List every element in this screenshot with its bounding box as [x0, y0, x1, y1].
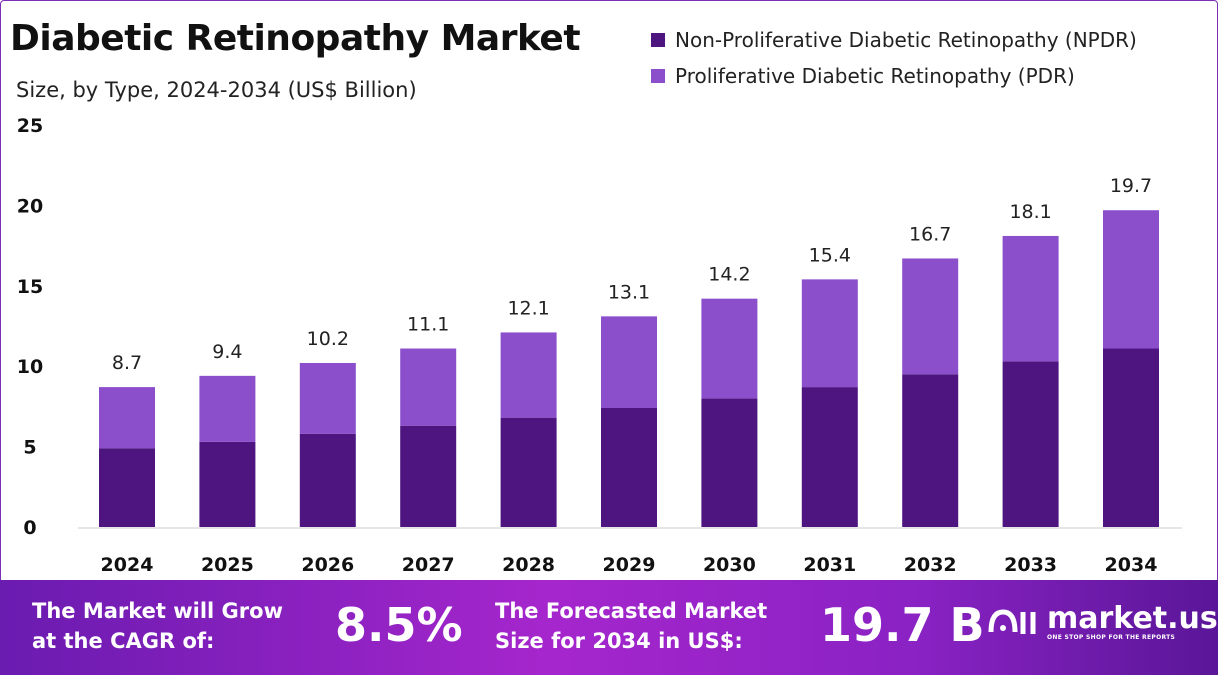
cagr-label: The Market will Grow at the CAGR of:: [32, 596, 283, 656]
bar-segment-npdr: [199, 441, 256, 527]
bar-segment-npdr: [601, 408, 657, 527]
bar-total-label: 13.1: [608, 281, 650, 303]
bar-segment-npdr: [1002, 361, 1059, 527]
bar-segment-pdr: [199, 375, 256, 442]
x-tick-label: 2026: [301, 554, 354, 576]
bar-total-label: 15.4: [809, 244, 851, 266]
x-tick-label: 2031: [803, 554, 856, 576]
forecast-label-line2: Size for 2034 in US$:: [495, 629, 743, 653]
cagr-value: 8.5%: [335, 598, 463, 652]
bar-segment-pdr: [500, 332, 557, 418]
page-title: Diabetic Retinopathy Market: [10, 18, 581, 59]
legend-item-pdr: Proliferative Diabetic Retinopathy (PDR): [651, 58, 1137, 94]
bar-total-label: 11.1: [407, 314, 449, 336]
cagr-label-line2: at the CAGR of:: [32, 629, 215, 653]
chart-subtitle: Size, by Type, 2024-2034 (US$ Billion): [16, 78, 417, 102]
bar-total-label: 10.2: [307, 328, 349, 350]
bar-segment-npdr: [99, 448, 155, 527]
y-tick-label: 5: [23, 437, 36, 459]
bar-segment-npdr: [400, 425, 457, 527]
market-us-logo: market.us ONE STOP SHOP FOR THE REPORTS: [985, 602, 1218, 642]
bar-segment-npdr: [902, 374, 959, 527]
bar-segment-npdr: [701, 398, 758, 527]
bar-segment-npdr: [500, 417, 557, 527]
x-tick-label: 2024: [101, 554, 154, 576]
bar-total-label: 14.2: [708, 264, 750, 286]
bar-segment-npdr: [1103, 348, 1159, 527]
bar-chart: 05101520258.720249.4202510.2202611.12027…: [17, 115, 1182, 576]
y-tick-label: 15: [17, 276, 43, 298]
x-tick-label: 2033: [1004, 554, 1057, 576]
legend-label-pdr: Proliferative Diabetic Retinopathy (PDR): [675, 64, 1075, 88]
x-tick-label: 2030: [703, 554, 756, 576]
bar-segment-pdr: [1103, 210, 1159, 349]
x-tick-label: 2025: [201, 554, 254, 576]
bar-segment-pdr: [400, 348, 457, 426]
x-tick-label: 2027: [402, 554, 455, 576]
bar-total-label: 9.4: [212, 341, 242, 363]
bar-total-label: 18.1: [1009, 201, 1051, 223]
legend-item-npdr: Non-Proliferative Diabetic Retinopathy (…: [651, 22, 1137, 58]
bar-segment-npdr: [299, 433, 356, 527]
logo-icon: [988, 609, 1036, 634]
x-tick-label: 2032: [904, 554, 957, 576]
footer-banner: The Market will Grow at the CAGR of: 8.5…: [0, 580, 1218, 675]
cagr-label-line1: The Market will Grow: [32, 599, 283, 623]
logo-tagline: ONE STOP SHOP FOR THE REPORTS: [1047, 633, 1176, 641]
forecast-label-line1: The Forecasted Market: [495, 599, 768, 623]
y-tick-label: 10: [17, 356, 43, 378]
x-tick-label: 2028: [502, 554, 555, 576]
bar-segment-pdr: [99, 387, 155, 449]
bar-segment-pdr: [902, 258, 959, 375]
bar-total-label: 19.7: [1110, 175, 1152, 197]
bar-segment-pdr: [601, 316, 657, 409]
bar-segment-pdr: [701, 298, 758, 399]
legend-label-npdr: Non-Proliferative Diabetic Retinopathy (…: [675, 28, 1137, 52]
forecast-value: 19.7 B: [820, 598, 985, 652]
bar-total-label: 16.7: [909, 223, 951, 245]
legend-swatch-pdr: [651, 69, 665, 83]
bar-segment-npdr: [801, 387, 858, 527]
bar-total-label: 8.7: [112, 352, 142, 374]
y-tick-label: 0: [23, 517, 36, 539]
legend-swatch-npdr: [651, 33, 665, 47]
y-tick-label: 20: [17, 195, 43, 217]
bar-segment-pdr: [801, 279, 858, 388]
x-tick-label: 2034: [1105, 554, 1158, 576]
legend: Non-Proliferative Diabetic Retinopathy (…: [651, 22, 1137, 94]
bar-segment-pdr: [1002, 235, 1059, 362]
bar-total-label: 12.1: [507, 297, 549, 319]
forecast-label: The Forecasted Market Size for 2034 in U…: [495, 596, 767, 656]
bar-segment-pdr: [299, 362, 356, 434]
x-tick-label: 2029: [603, 554, 656, 576]
y-tick-label: 25: [17, 115, 43, 137]
logo-text: market.us: [1047, 600, 1218, 636]
